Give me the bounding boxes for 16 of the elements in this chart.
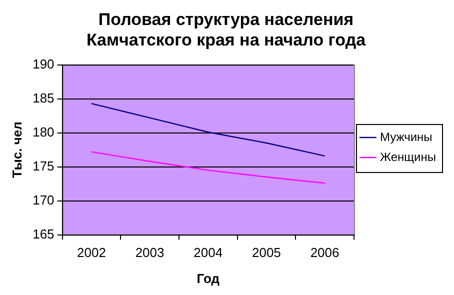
y-tick-label: 175	[32, 158, 54, 174]
y-tick-label: 165	[32, 226, 54, 242]
x-tick-label: 2002	[76, 245, 106, 260]
y-axis-title: Тыс. чел	[9, 122, 24, 178]
y-tick-label: 190	[32, 56, 54, 72]
legend-label: Женщины	[380, 150, 436, 164]
y-tick-label: 185	[32, 90, 54, 106]
y-tick-label: 170	[32, 192, 54, 208]
x-tick-label: 2005	[252, 245, 281, 260]
chart-title: Половая структура населения Камчатского края на начало года	[86, 10, 366, 50]
x-tick-label: 2006	[310, 245, 340, 260]
x-tick-label: 2004	[194, 245, 223, 260]
legend-label: Мужчины	[380, 130, 432, 144]
x-axis-title: Год	[196, 270, 220, 286]
x-tick-label: 2003	[135, 245, 164, 260]
y-tick-label: 180	[32, 124, 54, 140]
